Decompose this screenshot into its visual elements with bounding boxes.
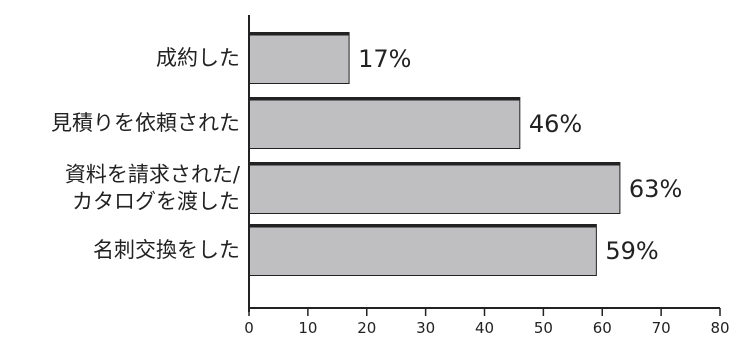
bar <box>248 224 597 276</box>
value-label: 46% <box>529 110 582 138</box>
x-tick-label: 50 <box>534 319 553 337</box>
x-axis: 0 10 20 30 40 50 60 70 80 <box>244 307 730 337</box>
x-tick-label: 20 <box>357 319 376 337</box>
x-tick-label: 60 <box>593 319 612 337</box>
value-label: 63% <box>629 175 682 203</box>
category-label: 名刺交換をした <box>93 238 240 262</box>
category-label-line: 成約した <box>156 46 240 70</box>
bars-group <box>248 32 621 276</box>
bar <box>248 97 521 149</box>
category-label: 成約した <box>156 46 240 70</box>
bar <box>248 162 621 214</box>
x-tick-label: 0 <box>244 319 254 337</box>
value-label: 17% <box>358 45 411 73</box>
category-label-line: カタログを渡した <box>72 190 240 214</box>
x-tick-label: 80 <box>710 319 729 337</box>
category-label-line: 見積りを依頼された <box>51 111 240 135</box>
category-label: 見積りを依頼された <box>51 111 240 135</box>
value-labels-group: 17% 46% 63% 59% <box>358 45 682 265</box>
category-label-line: 名刺交換をした <box>93 238 240 262</box>
category-label: 資料を請求された/カタログを渡した <box>65 163 241 214</box>
category-label-line: 資料を請求された/ <box>65 163 241 187</box>
x-tick-label: 10 <box>298 319 317 337</box>
x-tick-label: 30 <box>416 319 435 337</box>
bar <box>248 32 350 84</box>
x-tick-label: 70 <box>652 319 671 337</box>
value-label: 59% <box>605 237 658 265</box>
x-tick-label: 40 <box>475 319 494 337</box>
